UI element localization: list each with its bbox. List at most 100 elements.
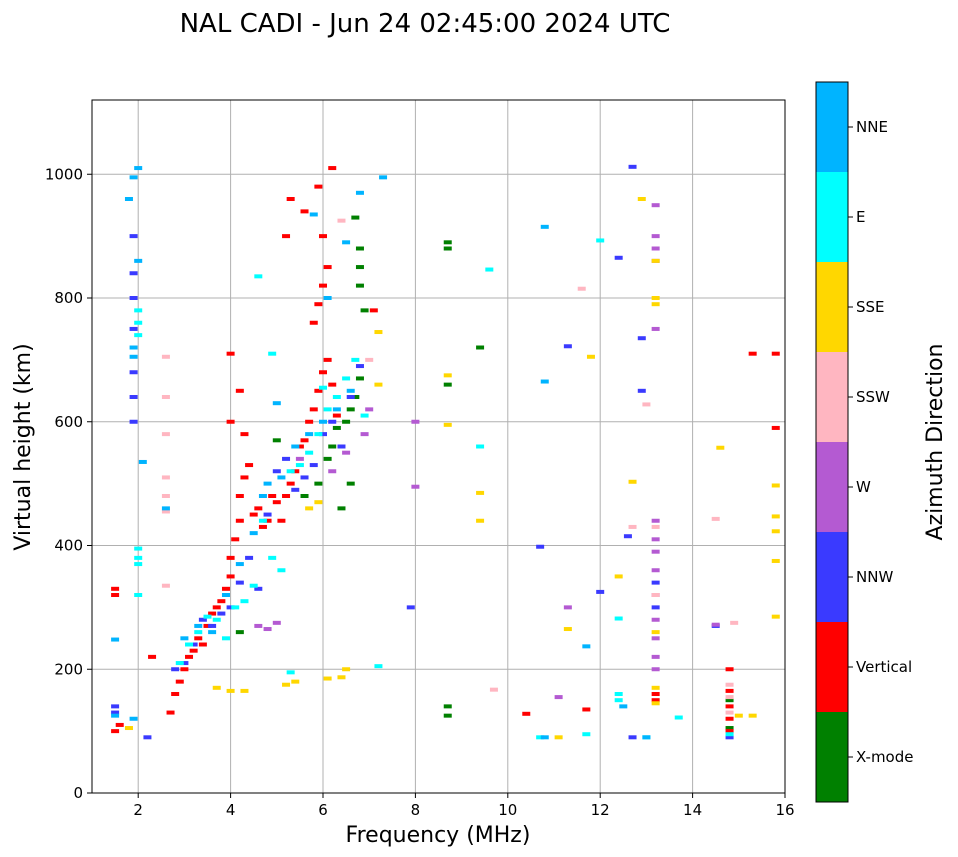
data-point	[725, 710, 734, 715]
data-point	[355, 246, 364, 251]
data-point	[637, 336, 646, 341]
data-point	[577, 286, 586, 291]
data-point	[189, 648, 198, 653]
data-point	[563, 344, 572, 349]
data-point	[355, 283, 364, 288]
data-point	[711, 622, 720, 627]
data-point	[346, 407, 355, 412]
data-point	[651, 246, 660, 251]
data-point	[235, 630, 244, 635]
y-tick-label: 400	[54, 537, 83, 555]
data-point	[651, 203, 660, 208]
data-point	[651, 296, 660, 300]
data-point	[711, 516, 720, 521]
data-point	[771, 425, 780, 430]
data-point	[309, 463, 318, 468]
data-point	[161, 354, 170, 359]
data-point	[443, 246, 452, 251]
data-point	[226, 419, 235, 424]
series-ssw	[161, 218, 739, 715]
data-point	[522, 711, 531, 716]
data-point	[180, 661, 189, 666]
data-point	[263, 481, 272, 486]
data-point	[212, 605, 221, 610]
x-tick-label: 6	[318, 801, 328, 819]
data-point	[651, 692, 660, 696]
data-point	[231, 537, 240, 542]
colorbar-frame	[815, 81, 849, 803]
data-point	[129, 175, 138, 180]
y-tick-label: 0	[73, 784, 83, 802]
data-point	[286, 469, 295, 474]
data-point	[586, 354, 595, 359]
colorbar-swatch	[816, 532, 848, 622]
data-point	[277, 475, 286, 480]
data-point	[614, 692, 623, 696]
data-point	[305, 432, 314, 437]
data-point	[161, 583, 170, 588]
data-point	[554, 735, 563, 740]
colorbar-swatch	[816, 352, 848, 442]
data-point	[245, 555, 254, 560]
data-point	[282, 682, 291, 687]
data-point	[374, 382, 383, 387]
data-point	[476, 345, 485, 350]
data-point	[295, 463, 304, 468]
data-point	[295, 456, 304, 461]
data-point	[189, 642, 198, 647]
data-point	[411, 419, 420, 424]
data-point	[628, 524, 637, 529]
data-point	[272, 620, 281, 625]
data-point	[443, 704, 452, 709]
data-point	[651, 258, 660, 263]
data-point	[332, 413, 341, 418]
data-point	[725, 688, 734, 693]
data-point	[314, 432, 323, 437]
data-point	[323, 296, 332, 300]
data-point	[282, 494, 291, 498]
data-point	[231, 605, 240, 610]
data-point	[300, 209, 309, 214]
data-point	[323, 265, 332, 270]
data-point	[300, 475, 309, 480]
data-point	[355, 364, 364, 369]
data-point	[365, 407, 374, 412]
x-tick-label: 16	[775, 801, 794, 819]
data-point	[268, 555, 277, 560]
data-point	[716, 445, 725, 450]
data-point	[221, 636, 230, 641]
data-point	[637, 388, 646, 393]
data-point	[254, 623, 263, 628]
colorbar-label: E	[856, 208, 865, 226]
series-w	[254, 203, 720, 700]
data-point	[411, 484, 420, 489]
data-point	[263, 512, 272, 517]
data-point	[124, 197, 133, 201]
data-point	[346, 388, 355, 393]
data-point	[651, 302, 660, 307]
data-point	[124, 726, 133, 731]
data-point	[309, 407, 318, 412]
data-point	[194, 623, 203, 628]
x-tick-label: 2	[133, 801, 143, 819]
data-point	[332, 425, 341, 430]
data-point	[148, 654, 157, 659]
data-point	[319, 234, 327, 239]
data-point	[185, 654, 194, 659]
data-point	[536, 735, 545, 740]
plot-frame	[91, 99, 786, 794]
data-point	[111, 586, 120, 591]
data-point	[628, 735, 637, 740]
data-point	[725, 667, 734, 672]
data-point	[203, 614, 212, 619]
data-point	[111, 729, 120, 734]
data-point	[129, 296, 138, 300]
data-point	[258, 524, 267, 529]
data-point	[291, 444, 300, 449]
data-point	[221, 586, 230, 591]
data-point	[651, 636, 660, 641]
data-point	[286, 670, 295, 675]
data-point	[540, 224, 549, 229]
data-point	[212, 617, 221, 622]
data-point	[379, 175, 388, 180]
